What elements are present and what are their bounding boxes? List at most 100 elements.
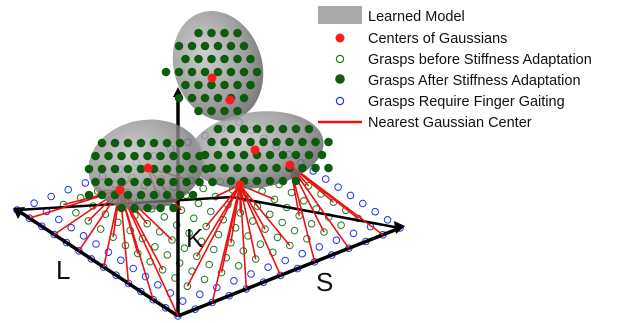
grasp-after-marker (239, 93, 249, 103)
nearest-center-link (239, 184, 248, 289)
grasp-gaiting-marker (371, 207, 380, 216)
grasp-before-marker (270, 195, 279, 204)
grasp-after-marker (220, 163, 229, 173)
grasp-after-marker (246, 163, 255, 173)
grasp-after-marker (252, 67, 262, 77)
l-axis-arrow-icon (13, 207, 25, 219)
grasp-after-marker (246, 137, 255, 147)
grasp-after-marker (233, 106, 242, 116)
grasp-after-marker (239, 41, 249, 51)
grasp-after-marker (304, 150, 314, 160)
grasp-after-marker (174, 67, 184, 77)
grasp-gaiting-marker (383, 216, 392, 224)
grasp-after-marker (226, 124, 236, 134)
grasp-after-marker (117, 203, 126, 213)
grasp-after-marker (117, 177, 126, 187)
grasp-after-marker (143, 177, 152, 187)
grasp-gaiting-marker (81, 179, 90, 187)
grasp-after-marker (207, 54, 216, 64)
grasp-before-marker (307, 220, 316, 228)
grasp-before-marker (214, 230, 223, 239)
nearest-center-link (239, 184, 257, 260)
grasp-before-marker (143, 219, 151, 228)
grasp-after-marker (161, 67, 171, 77)
grasp-before-marker (231, 224, 240, 232)
grasp-gaiting-marker (332, 236, 341, 244)
grasp-after-marker (169, 151, 178, 161)
grasp-after-marker (220, 106, 229, 116)
grasp-after-marker (187, 41, 197, 51)
grasp-before-marker (84, 217, 93, 225)
grasp-before-marker (261, 225, 269, 233)
back-edge-right (231, 195, 401, 230)
grasp-before-marker (278, 218, 287, 227)
grasp-after-marker (233, 137, 242, 147)
grasp-after-marker (110, 138, 120, 148)
grasp-after-marker (187, 67, 197, 77)
grasp-after-marker (169, 203, 178, 213)
grasp-before-marker (320, 228, 328, 236)
grasp-after-marker (304, 124, 314, 134)
grasp-after-marker (123, 164, 133, 174)
grasp-after-marker (272, 163, 281, 173)
grasp-after-marker (265, 176, 275, 186)
grasp-after-layer (84, 28, 333, 213)
grasp-before-marker (197, 237, 206, 246)
grasp-after-marker (188, 164, 198, 174)
learned-model-icon (318, 6, 362, 24)
grasp-before-marker (256, 240, 265, 248)
grasp-after-marker (233, 54, 242, 64)
grasp-after-marker (259, 163, 268, 173)
k-axis-label: K (186, 223, 204, 253)
grasp-after-marker (213, 124, 223, 134)
grasp-before-marker (193, 252, 201, 261)
grasp-after-marker (143, 151, 152, 161)
grasp-before-marker (76, 194, 85, 202)
grasp-gaiting-marker (79, 232, 88, 240)
s-axis-arrow-icon (394, 221, 405, 234)
grasp-gaiting-marker (62, 238, 71, 247)
grasp-after-marker (175, 138, 185, 148)
grasp-gaiting-marker (161, 304, 170, 312)
grasp-gaiting-marker (117, 256, 125, 265)
legend-label-gaiting: Grasps Require Finger Gaiting (368, 94, 565, 110)
grasp-after-marker (194, 106, 203, 116)
gaussian-ellipsoid-top (172, 11, 264, 121)
grasp-after-marker (200, 150, 210, 160)
grasp-after-marker (226, 67, 236, 77)
grasp-after-marker (175, 190, 185, 200)
grasp-before-marker (290, 226, 299, 235)
grasp-gaiting-marker (50, 230, 59, 239)
grasp-after-marker (188, 190, 198, 200)
grasp-after-marker (182, 177, 191, 187)
grasp-after-marker (265, 150, 275, 160)
grasp-after-marker (91, 177, 100, 187)
grasp-before-marker (72, 209, 80, 217)
grasp-after-marker (311, 163, 320, 173)
grasp-before-marker (286, 241, 294, 250)
grasp-gaiting-marker (196, 290, 204, 299)
grasp-gaiting-marker (64, 185, 72, 194)
grasp-after-marker (272, 137, 281, 147)
grasp-before-marker (160, 213, 169, 221)
grasp-after-marker (246, 80, 255, 90)
grasp-after-marker (265, 124, 275, 134)
grasp-after-marker (239, 150, 249, 160)
grasp-after-marker (130, 203, 139, 213)
legend-label-before: Grasps before Stiffness Adaptation (368, 52, 592, 68)
grasp-gaiting-marker (25, 214, 34, 222)
grasp-after-marker (123, 190, 133, 200)
grasp-before-marker (200, 275, 209, 284)
grasp-after-marker (174, 93, 184, 103)
gaussian-center-marker (235, 180, 245, 190)
grasp-after-marker (187, 93, 197, 103)
grasp-before-marker (180, 244, 189, 252)
grasp-before-marker (185, 229, 193, 237)
grasp-after-marker (298, 137, 307, 147)
red-dot-icon (335, 33, 345, 43)
grasp-after-marker (97, 164, 107, 174)
grasp-after-marker (97, 190, 107, 200)
grasp-after-marker (136, 164, 146, 174)
grasp-after-marker (233, 163, 242, 173)
grasp-gaiting-marker (67, 223, 75, 232)
